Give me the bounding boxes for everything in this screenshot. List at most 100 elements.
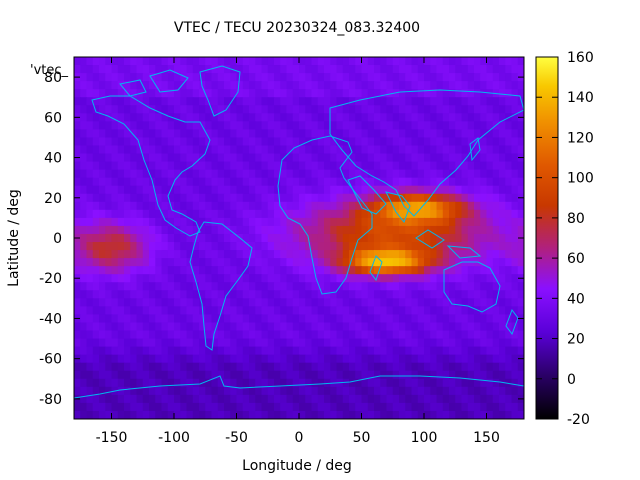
heatmap-cell	[142, 217, 150, 227]
heatmap-cell	[242, 121, 250, 130]
heatmap-cell	[399, 233, 406, 243]
heatmap-cell	[130, 338, 138, 348]
heatmap-cell	[161, 250, 169, 259]
heatmap-cell	[324, 137, 331, 147]
heatmap-cell	[217, 394, 225, 404]
heatmap-cell	[455, 306, 463, 316]
heatmap-cell	[355, 137, 363, 147]
heatmap-cell	[361, 402, 369, 412]
heatmap-cell	[317, 250, 325, 259]
heatmap-cell	[199, 242, 206, 251]
heatmap-cell	[230, 250, 238, 259]
heatmap-cell	[330, 81, 338, 90]
heatmap-cell	[442, 362, 450, 372]
heatmap-cell	[330, 410, 338, 419]
heatmap-cell	[349, 209, 356, 219]
heatmap-cell	[486, 201, 494, 211]
heatmap-cell	[336, 306, 344, 316]
heatmap-cell	[99, 330, 106, 340]
heatmap-cell	[511, 330, 519, 340]
heatmap-cell	[92, 185, 100, 195]
heatmap-cell	[317, 81, 325, 90]
heatmap-cell	[417, 185, 425, 195]
heatmap-cell	[474, 161, 481, 171]
heatmap-cell	[267, 129, 275, 139]
heatmap-cell	[317, 113, 325, 122]
heatmap-cell	[86, 209, 94, 219]
heatmap-cell	[511, 225, 519, 235]
heatmap-cell	[255, 217, 263, 227]
heatmap-cell	[386, 113, 394, 122]
heatmap-cell	[86, 378, 94, 388]
heatmap-cell	[299, 250, 306, 259]
heatmap-cell	[480, 209, 488, 219]
heatmap-cell	[505, 57, 513, 66]
heatmap-cell	[199, 217, 206, 227]
heatmap-cell	[342, 233, 350, 243]
heatmap-cell	[136, 57, 144, 66]
heatmap-cell	[261, 81, 269, 90]
heatmap-cell	[136, 177, 144, 187]
heatmap-cell	[136, 233, 144, 243]
heatmap-cell	[280, 258, 288, 267]
heatmap-cell	[399, 242, 406, 251]
heatmap-cell	[317, 97, 325, 106]
heatmap-cell	[411, 314, 419, 324]
heatmap-cell	[99, 225, 106, 235]
heatmap-cell	[442, 185, 450, 195]
heatmap-cell	[192, 145, 200, 155]
heatmap-cell	[199, 402, 206, 412]
heatmap-cell	[136, 113, 144, 122]
heatmap-cell	[136, 65, 144, 74]
heatmap-cell	[211, 89, 219, 98]
heatmap-cell	[136, 362, 144, 372]
heatmap-cell	[405, 258, 413, 267]
heatmap-cell	[130, 354, 138, 364]
heatmap-cell	[386, 338, 394, 348]
heatmap-cell	[267, 330, 275, 340]
heatmap-cell	[192, 394, 200, 404]
heatmap-cell	[86, 314, 94, 324]
heatmap-cell	[361, 274, 369, 283]
heatmap-cell	[449, 201, 456, 211]
heatmap-cell	[442, 378, 450, 388]
heatmap-cell	[336, 153, 344, 163]
heatmap-cell	[199, 346, 206, 356]
heatmap-cell	[349, 250, 356, 259]
heatmap-cell	[449, 266, 456, 275]
heatmap-cell	[336, 338, 344, 348]
heatmap-cell	[436, 386, 444, 396]
heatmap-cell	[324, 250, 331, 259]
heatmap-cell	[392, 250, 400, 259]
heatmap-cell	[224, 57, 231, 66]
heatmap-cell	[417, 370, 425, 380]
heatmap-cell	[174, 338, 181, 348]
heatmap-cell	[486, 274, 494, 283]
heatmap-cell	[105, 121, 113, 130]
heatmap-cell	[367, 362, 375, 372]
heatmap-cell	[417, 65, 425, 74]
heatmap-cell	[236, 113, 244, 122]
heatmap-cell	[199, 89, 206, 98]
heatmap-cell	[230, 290, 238, 299]
heatmap-cell	[486, 290, 494, 299]
heatmap-cell	[286, 274, 294, 283]
heatmap-cell	[261, 306, 269, 316]
heatmap-cell	[236, 225, 244, 235]
heatmap-cell	[142, 274, 150, 283]
heatmap-cell	[342, 97, 350, 106]
heatmap-cell	[374, 97, 381, 106]
heatmap-cell	[342, 330, 350, 340]
heatmap-cell	[517, 121, 524, 130]
heatmap-cell	[155, 169, 163, 179]
heatmap-cell	[367, 298, 375, 307]
heatmap-cell	[505, 354, 513, 364]
heatmap-cell	[199, 161, 206, 171]
heatmap-cell	[317, 330, 325, 340]
heatmap-cell	[292, 113, 300, 122]
heatmap-cell	[280, 97, 288, 106]
heatmap-cell	[430, 290, 438, 299]
heatmap-cell	[499, 250, 506, 259]
heatmap-cell	[105, 137, 113, 147]
heatmap-cell	[249, 193, 256, 203]
